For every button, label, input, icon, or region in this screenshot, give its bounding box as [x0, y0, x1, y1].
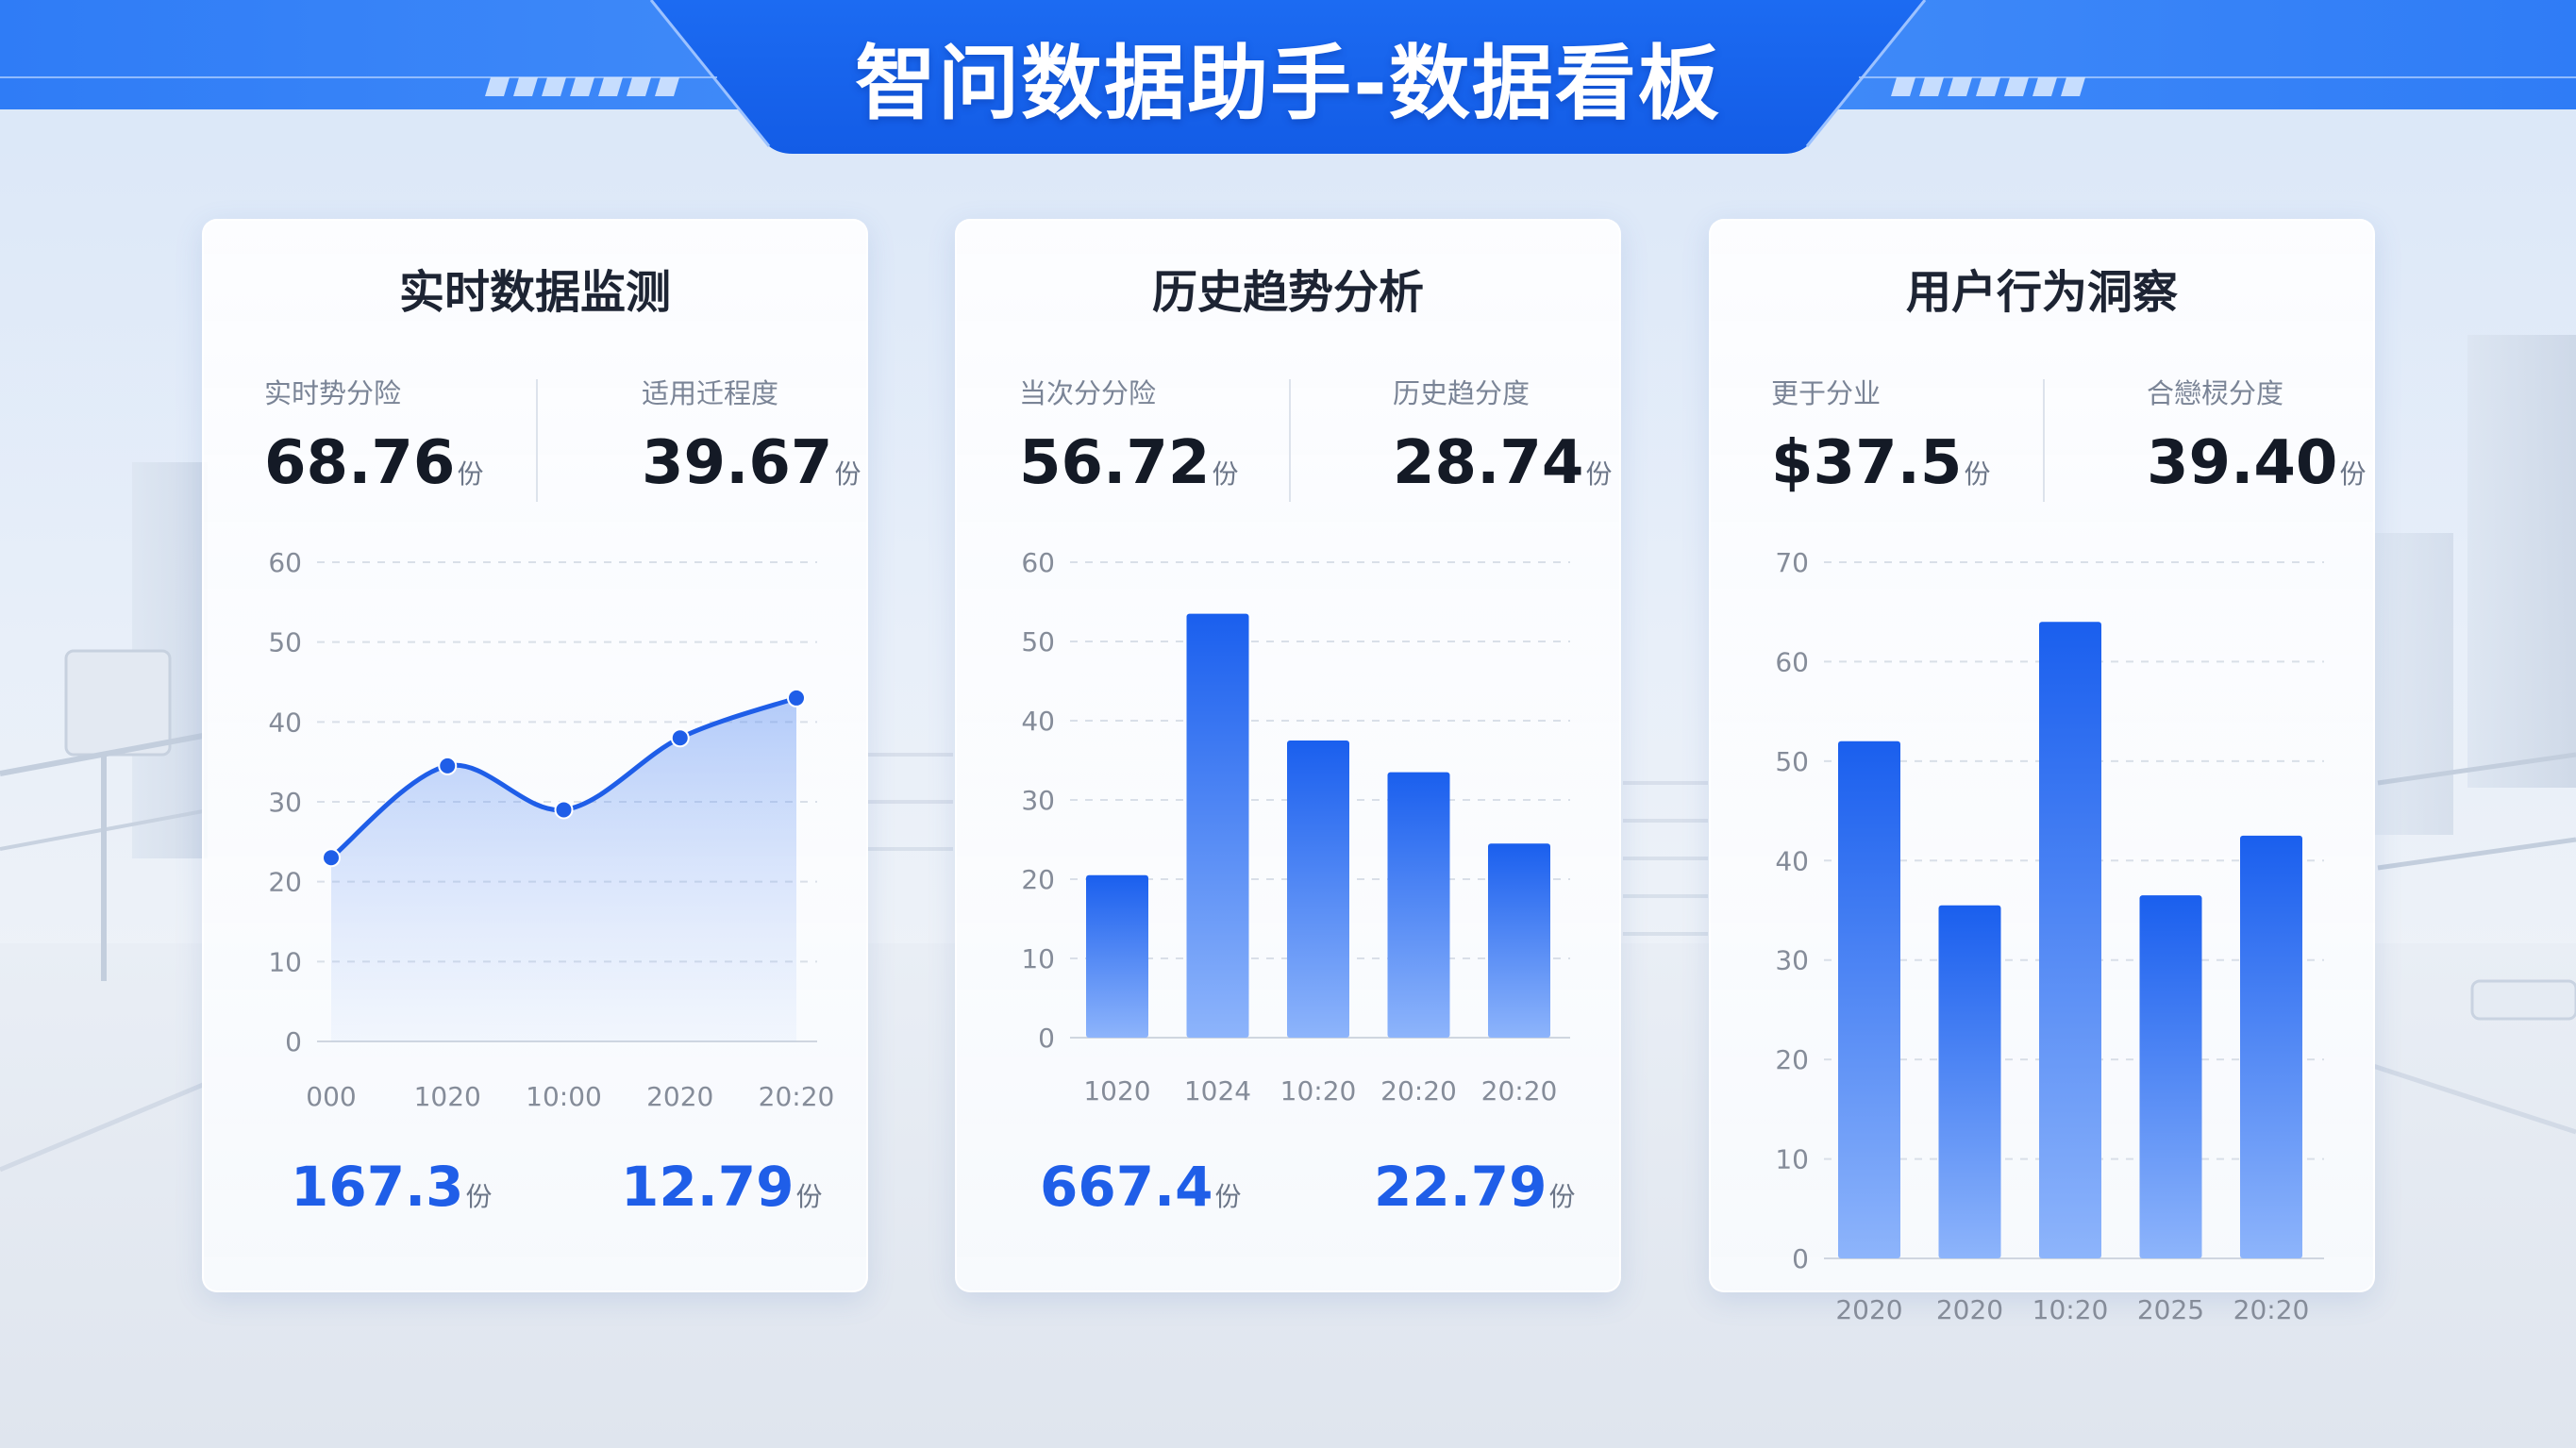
x-tick-label: 2020 [1936, 1294, 2003, 1325]
stat-value: 68.76份 [264, 428, 484, 498]
stat-right: 历史趋分度 28.74份 [1393, 372, 1695, 498]
data-point [787, 688, 806, 707]
card-title: 用户行为洞察 [1905, 266, 2178, 319]
bar-chart: 0 10 20 30 40 50 60 70 2020 2020 10:20 2025 20:20 [1775, 547, 2324, 1325]
y-tick-label: 60 [268, 547, 302, 578]
stat-right: 适用迁程度 39.67份 [642, 372, 944, 498]
card-realtime: 实时数据监测 实时势分险 68.76份 适用迁程度 39.67份 0 10 20 30… [202, 219, 868, 1292]
bar [1488, 843, 1550, 1038]
x-tick-label: 1024 [1184, 1075, 1251, 1107]
x-tick-label: 1020 [414, 1081, 481, 1112]
y-tick-label: 10 [268, 946, 302, 977]
bar [1186, 613, 1249, 1038]
x-tick-label: 000 [306, 1081, 356, 1112]
x-tick-label: 20:20 [1380, 1075, 1457, 1107]
header-banner [0, 0, 2576, 154]
x-tick-label: 10:20 [2032, 1294, 2109, 1325]
page-title: 智问数据助手-数据看板 [855, 37, 1721, 131]
x-tick-label: 10:20 [1280, 1075, 1357, 1107]
y-tick-label: 40 [1775, 845, 1809, 876]
bottom-stat-right: 22.79份 [1374, 1155, 1576, 1219]
x-tick-label: 20:20 [1481, 1075, 1558, 1107]
stat-label: 更于分业 [1771, 377, 1882, 409]
x-tick-label: 2020 [646, 1081, 713, 1112]
stat-value: 39.40份 [2147, 428, 2367, 498]
bottom-stat-left: 167.3份 [291, 1155, 493, 1219]
data-point [322, 848, 341, 868]
x-tick-label: 2020 [1835, 1294, 1902, 1325]
x-tick-label: 1020 [1083, 1075, 1150, 1107]
bar [1938, 905, 2001, 1258]
y-tick-label: 0 [1792, 1243, 1809, 1274]
data-point [554, 800, 574, 820]
stat-divider [1289, 379, 1291, 502]
stat-value: 28.74份 [1393, 428, 1613, 498]
y-tick-label: 70 [1775, 547, 1809, 578]
y-tick-label: 40 [268, 707, 302, 738]
bottom-stat-left: 667.4份 [1040, 1155, 1242, 1219]
stat-right: 合戀棂分度 39.40份 [2147, 372, 2449, 498]
stat-label: 当次分分险 [1019, 377, 1157, 409]
y-tick-label: 20 [1021, 864, 1055, 895]
bar [2039, 622, 2101, 1258]
bar [1287, 741, 1349, 1038]
stat-value: 39.67份 [642, 428, 861, 498]
y-tick-label: 60 [1775, 646, 1809, 677]
y-tick-label: 20 [1775, 1044, 1809, 1075]
x-tick-label: 20:20 [759, 1081, 835, 1112]
stat-label: 历史趋分度 [1393, 377, 1531, 409]
y-tick-label: 10 [1021, 943, 1055, 974]
y-tick-label: 60 [1021, 547, 1055, 578]
y-tick-label: 10 [1775, 1144, 1809, 1175]
stat-label: 实时势分险 [264, 377, 402, 409]
stat-left: 当次分分险 56.72份 [1019, 372, 1321, 498]
y-tick-label: 20 [268, 867, 302, 898]
y-tick-label: 50 [268, 627, 302, 658]
bottom-stat-right: 12.79份 [621, 1155, 823, 1219]
stat-value: 56.72份 [1019, 428, 1239, 498]
stat-left: 实时势分险 68.76份 [264, 372, 566, 498]
y-tick-label: 50 [1775, 746, 1809, 777]
y-tick-label: 0 [285, 1026, 302, 1057]
y-tick-label: 30 [1021, 785, 1055, 816]
stat-left: 更于分业 $37.5份 [1771, 372, 2073, 498]
card-user-behavior: 用户行为洞察 更于分业 $37.5份 合戀棂分度 39.40份 0 10 20 30 4… [1709, 219, 2375, 1325]
bar [2240, 835, 2302, 1258]
y-tick-label: 50 [1021, 626, 1055, 657]
y-tick-label: 30 [1775, 945, 1809, 976]
y-tick-label: 0 [1038, 1023, 1055, 1054]
card-title: 历史趋势分析 [1151, 266, 1424, 319]
y-tick-label: 40 [1021, 706, 1055, 737]
x-tick-label: 20:20 [2233, 1294, 2310, 1325]
area-fill [331, 697, 796, 1041]
card-history: 历史趋势分析 当次分分险 56.72份 历史趋分度 28.74份 0 10 20 30… [955, 219, 1621, 1292]
stat-label: 适用迁程度 [642, 377, 779, 409]
bar [1387, 772, 1450, 1038]
x-tick-label: 2025 [2137, 1294, 2204, 1325]
x-tick-label: 10:00 [526, 1081, 602, 1112]
card-title: 实时数据监测 [398, 266, 671, 319]
stat-divider [536, 379, 538, 502]
bar [1086, 874, 1148, 1038]
y-tick-label: 30 [268, 787, 302, 818]
stat-divider [2043, 379, 2045, 502]
bar [2139, 895, 2202, 1258]
stat-label: 合戀棂分度 [2147, 377, 2284, 409]
stat-value: $37.5份 [1771, 428, 1991, 498]
data-point [438, 756, 458, 775]
data-point [670, 728, 690, 748]
header: 智问数据助手-数据看板 [0, 0, 2576, 160]
bar [1838, 741, 1900, 1258]
